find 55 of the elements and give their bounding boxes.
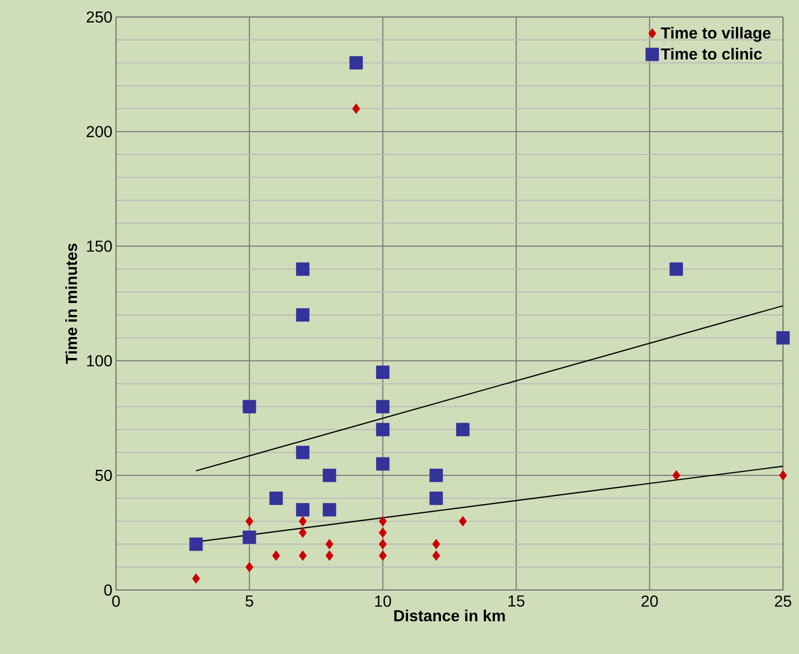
point <box>349 56 363 70</box>
y-axis-title: Time in minutes <box>65 244 78 364</box>
point <box>378 528 387 538</box>
point <box>378 550 387 561</box>
point <box>432 550 440 561</box>
x-tick-label: 15 <box>508 595 524 607</box>
y-tick-label: 0 <box>104 584 112 596</box>
point <box>776 331 790 345</box>
y-tick-label: 50 <box>95 470 112 482</box>
y-tick-label: 100 <box>87 355 112 366</box>
point <box>192 573 200 584</box>
point <box>672 470 680 481</box>
point <box>779 470 787 481</box>
point <box>376 366 390 379</box>
point <box>245 516 254 526</box>
point <box>269 492 283 505</box>
x-tick-label: 5 <box>246 595 254 607</box>
point <box>298 550 307 561</box>
x-axis-title: Distance in km <box>394 610 505 622</box>
point <box>378 538 387 550</box>
point <box>296 503 310 516</box>
point <box>298 528 307 538</box>
point <box>242 530 256 544</box>
point <box>376 422 390 436</box>
x-tick-label: 25 <box>774 596 792 607</box>
point <box>322 503 336 516</box>
point <box>376 457 390 471</box>
point <box>670 262 683 276</box>
legend-label: Time to clinic <box>660 48 762 60</box>
point <box>326 550 334 561</box>
y-tick-label: 200 <box>86 126 112 138</box>
point <box>376 400 390 414</box>
point <box>242 400 256 414</box>
point <box>429 492 443 505</box>
point <box>456 422 470 436</box>
point <box>429 468 443 482</box>
point <box>296 262 310 276</box>
point <box>245 562 254 572</box>
point <box>326 538 334 550</box>
point <box>322 468 336 482</box>
point <box>296 446 310 460</box>
point <box>352 103 360 114</box>
point <box>296 308 310 322</box>
point <box>298 516 307 526</box>
point <box>432 538 440 550</box>
point <box>378 516 387 526</box>
point <box>189 537 203 551</box>
point <box>272 550 280 561</box>
point <box>458 516 467 526</box>
x-tick-label: 0 <box>112 596 120 607</box>
x-tick-label: 20 <box>642 596 658 607</box>
legend-label: Time to village <box>660 26 771 42</box>
x-tick-label: 10 <box>375 596 392 607</box>
y-tick-label: 150 <box>87 240 112 252</box>
y-tick-label: 250 <box>86 11 112 23</box>
